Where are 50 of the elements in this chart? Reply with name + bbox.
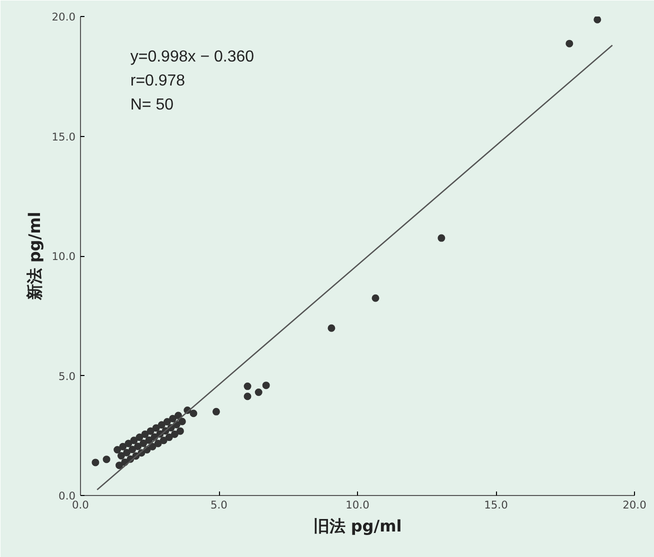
- point: [134, 442, 142, 450]
- point: [141, 430, 149, 438]
- point: [128, 446, 136, 454]
- point: [168, 414, 176, 422]
- annotation: y=0.998x − 0.360: [130, 48, 254, 66]
- x-tick-label: 0.0: [72, 498, 90, 512]
- point: [152, 424, 160, 432]
- point: [438, 234, 446, 242]
- point: [254, 388, 262, 396]
- point: [163, 418, 171, 426]
- point: [176, 427, 184, 435]
- x-tick-label: 5.0: [210, 498, 228, 512]
- point: [244, 392, 252, 400]
- point: [117, 452, 125, 460]
- point: [114, 446, 122, 454]
- point: [190, 410, 198, 418]
- point: [165, 434, 173, 442]
- point: [130, 436, 138, 444]
- point: [116, 462, 124, 470]
- point: [328, 324, 336, 332]
- point: [262, 382, 270, 390]
- point: [102, 456, 110, 464]
- annotation: r=0.978: [130, 72, 186, 90]
- y-tick-label: 10.0: [52, 250, 76, 263]
- point: [212, 408, 220, 416]
- point: [178, 418, 186, 426]
- y-tick-label: 20.0: [52, 10, 76, 24]
- point: [154, 440, 162, 448]
- point: [92, 458, 100, 466]
- point: [119, 442, 127, 450]
- point: [158, 421, 166, 429]
- x-tick-label: 15.0: [484, 498, 508, 512]
- point: [566, 40, 574, 48]
- point: [160, 436, 168, 444]
- annotation: N= 50: [130, 96, 174, 114]
- point: [244, 382, 252, 390]
- y-axis-title: 新法 pg/ml: [24, 212, 44, 302]
- point: [146, 427, 154, 435]
- point: [372, 294, 380, 302]
- point: [136, 434, 144, 442]
- y-tick-label: 15.0: [52, 130, 76, 144]
- point: [123, 448, 131, 456]
- x-tick-label: 10.0: [346, 498, 370, 512]
- x-axis-title: 旧法 pg/ml: [313, 516, 402, 536]
- point: [124, 440, 132, 448]
- point: [594, 16, 602, 24]
- x-tick-label: 20.0: [622, 498, 647, 512]
- point: [170, 430, 178, 438]
- y-tick-label: 5.0: [58, 370, 76, 383]
- point: [140, 440, 148, 448]
